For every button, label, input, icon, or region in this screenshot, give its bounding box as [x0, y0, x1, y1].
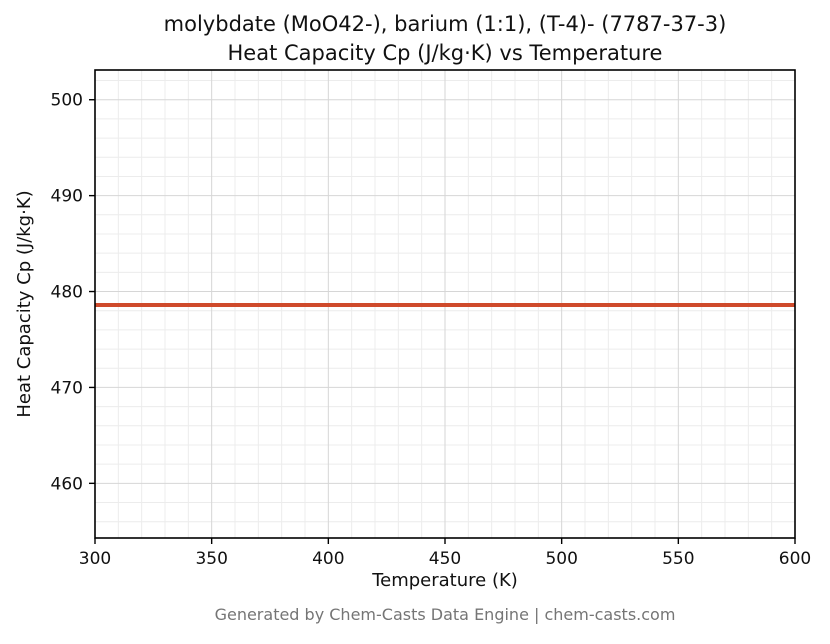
chart-title: molybdate (MoO42-), barium (1:1), (T-4)-…: [163, 12, 727, 36]
x-tick-label: 450: [429, 549, 461, 569]
y-tick-label: 470: [51, 378, 83, 398]
x-tick-label: 300: [79, 549, 111, 569]
x-tick-label: 550: [662, 549, 694, 569]
y-tick-label: 460: [51, 474, 83, 494]
y-tick-label: 500: [51, 91, 83, 111]
x-tick-label: 500: [545, 549, 577, 569]
x-tick-label: 350: [195, 549, 227, 569]
chart-subtitle: Heat Capacity Cp (J/kg·K) vs Temperature: [227, 41, 663, 65]
y-tick-label: 490: [51, 187, 83, 207]
y-tick-label: 480: [51, 283, 83, 303]
x-tick-label: 400: [312, 549, 344, 569]
x-axis-label: Temperature (K): [372, 570, 518, 591]
footer-credit: Generated by Chem-Casts Data Engine | ch…: [214, 605, 676, 624]
x-tick-label: 600: [779, 549, 811, 569]
